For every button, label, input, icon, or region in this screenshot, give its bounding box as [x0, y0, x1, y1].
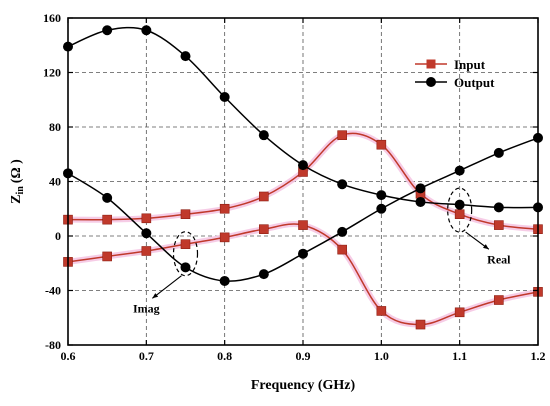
data-point	[219, 232, 230, 243]
annotation-layer: Real Imag	[133, 187, 511, 315]
data-point	[454, 307, 465, 318]
data-point	[298, 248, 308, 259]
data-point	[180, 262, 191, 273]
x-axis-title: Frequency (GHz)	[251, 378, 356, 393]
data-point	[259, 191, 269, 202]
annotation-arrow	[151, 275, 182, 299]
data-point	[102, 192, 113, 203]
data-point	[180, 239, 191, 249]
annotation-real: Real	[447, 187, 511, 266]
x-tick-label: 0.8	[217, 349, 232, 363]
data-point	[180, 51, 191, 62]
data-point	[258, 269, 269, 280]
data-point	[141, 246, 152, 256]
data-point	[219, 203, 230, 214]
data-point	[337, 244, 347, 255]
data-point	[454, 209, 465, 219]
x-tick-label: 0.9	[296, 349, 311, 363]
data-point	[141, 228, 152, 239]
legend-label: Input	[454, 57, 486, 72]
y-tick-label: -80	[45, 338, 61, 352]
data-point	[298, 220, 308, 230]
legend-marker	[426, 59, 436, 69]
annotation-arrowhead	[483, 244, 489, 250]
x-tick-label: 1.0	[374, 349, 389, 363]
data-point	[454, 199, 465, 210]
data-point	[376, 139, 387, 150]
data-point	[415, 196, 426, 207]
y-tick-label: -40	[45, 284, 61, 298]
annotation-ellipse	[172, 231, 199, 277]
y-tick-label: 0	[55, 229, 61, 243]
data-point	[298, 160, 308, 171]
x-tick-label: 1.2	[531, 349, 546, 363]
legend-item-input: Input	[415, 57, 486, 72]
data-point	[376, 306, 387, 316]
data-point	[493, 202, 504, 213]
data-point	[415, 319, 426, 330]
data-point	[219, 92, 230, 103]
y-axis-title-subscript: in	[15, 186, 26, 195]
y-axis-title-main: Z	[9, 195, 24, 204]
data-point	[102, 214, 112, 225]
x-tick-label: 0.7	[139, 349, 154, 363]
legend: Input Output	[415, 57, 495, 90]
data-point	[415, 183, 426, 194]
data-point	[180, 209, 191, 219]
data-point	[454, 165, 465, 176]
series-layer	[63, 25, 543, 330]
y-axis-title: Zin (Ω )	[9, 159, 26, 204]
y-axis-title-unit: (Ω )	[9, 159, 24, 183]
data-point	[102, 25, 113, 36]
y-tick-label: 40	[49, 175, 61, 189]
data-point	[258, 130, 269, 141]
data-point	[259, 224, 269, 234]
data-point	[493, 147, 504, 158]
data-point	[337, 226, 348, 237]
legend-label: Output	[454, 75, 495, 90]
data-point	[337, 179, 348, 190]
annotation-label: Imag	[133, 301, 160, 315]
data-point	[494, 220, 504, 230]
legend-marker	[426, 77, 436, 87]
data-point	[337, 130, 347, 140]
data-point	[102, 251, 112, 262]
series-output-real	[63, 25, 543, 213]
data-point	[376, 190, 387, 201]
annotation-imag: Imag	[133, 231, 199, 315]
data-point	[376, 203, 387, 214]
data-point	[141, 25, 152, 36]
data-point	[219, 275, 230, 286]
series-input-imag	[63, 220, 543, 330]
annotation-ellipse	[447, 187, 473, 233]
legend-item-output: Output	[415, 75, 495, 90]
data-point	[494, 295, 504, 305]
annotation-arrowhead	[152, 293, 159, 299]
x-tick-label: 1.1	[452, 349, 467, 363]
y-tick-label: 120	[43, 66, 61, 80]
annotation-label: Real	[487, 252, 511, 266]
y-tick-label: 80	[49, 120, 61, 134]
data-point	[141, 213, 152, 224]
x-tick-label: 0.6	[61, 349, 76, 363]
y-tick-label: 160	[43, 11, 61, 25]
series-output-imag	[63, 132, 543, 286]
axes: 0.6 0.7 0.8 0.9 1.0 1.1 1.2 -80 -40 0 40 80 120 160	[43, 11, 546, 363]
